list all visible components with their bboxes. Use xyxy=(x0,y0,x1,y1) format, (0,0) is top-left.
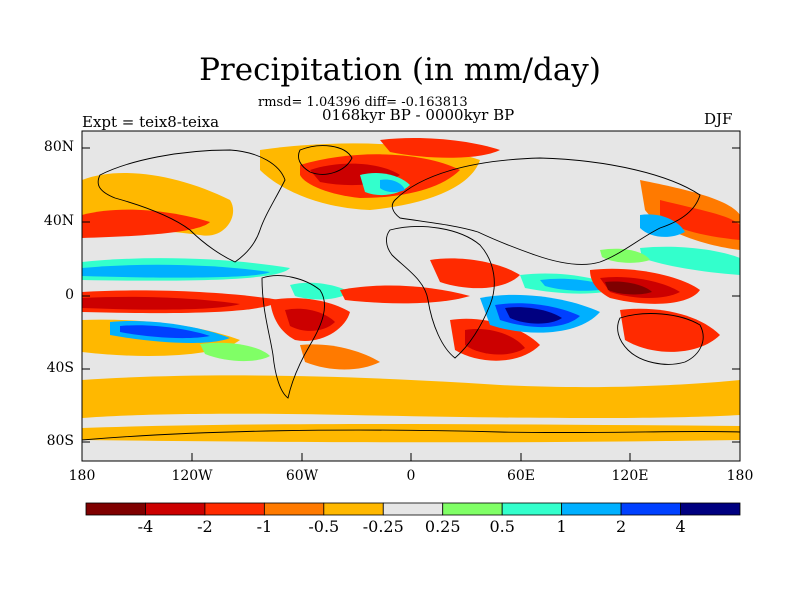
colorbar-label: -1 xyxy=(256,517,273,536)
atl-eq-red xyxy=(340,285,470,304)
australia-outline xyxy=(617,313,704,365)
precipitation-anomaly-field xyxy=(82,138,740,443)
lat-label-40s: 40S xyxy=(46,360,74,376)
season-label: DJF xyxy=(704,110,733,128)
africa-outline xyxy=(386,226,495,359)
lon-label-60e: 60E xyxy=(506,468,536,484)
eurasia-outline xyxy=(391,157,701,265)
lon-label-0: 0 xyxy=(406,468,416,484)
colorbar-swatch xyxy=(561,502,622,516)
amazon-cyan xyxy=(290,282,350,300)
wpac-green xyxy=(600,248,650,263)
colorbar-swatch xyxy=(382,502,444,516)
africa-red xyxy=(430,258,520,289)
colorbar xyxy=(85,502,741,516)
lat-label-40n: 40N xyxy=(43,213,74,229)
southern-ocean-orange2 xyxy=(82,424,740,443)
spac-green xyxy=(200,342,270,362)
colorbar-swatch xyxy=(620,502,681,516)
satl-orange xyxy=(300,344,380,370)
north-america-outline xyxy=(97,149,286,263)
lon-label-180w: 180 xyxy=(68,468,96,484)
trop-band-blue xyxy=(82,264,270,278)
experiment-label: Expt = teix8-teixa xyxy=(82,113,220,131)
wpac-cyan xyxy=(640,246,740,275)
southern-ocean-orange xyxy=(82,375,740,419)
colorbar-label: 4 xyxy=(675,517,686,536)
lon-label-180e: 180 xyxy=(726,468,754,484)
colorbar-swatch xyxy=(204,502,265,516)
colorbar-swatch xyxy=(501,502,563,516)
colorbar-label: 2 xyxy=(615,517,627,536)
colorbar-label: -0.25 xyxy=(362,517,404,536)
map-title: Precipitation (in mm/day) xyxy=(199,52,601,88)
colorbar-label: 0.25 xyxy=(424,517,461,536)
south-america-outline xyxy=(261,275,325,399)
australia-red xyxy=(620,308,720,352)
lat-ticks xyxy=(82,147,740,443)
greenland-outline xyxy=(298,145,353,175)
lon-ticks xyxy=(81,453,741,461)
colorbar-swatch xyxy=(680,502,741,516)
lat-label-80s: 80S xyxy=(46,433,74,449)
colorbar-swatch xyxy=(85,502,146,516)
antarctica-outline xyxy=(82,429,740,441)
colorbar-label: -0.5 xyxy=(308,517,340,536)
colorbar-label: -4 xyxy=(137,517,154,536)
lat-label-80n: 80N xyxy=(43,139,74,155)
colorbar-swatch xyxy=(145,502,206,516)
lon-label-120e: 120E xyxy=(611,468,649,484)
colorbar-swatch xyxy=(442,502,503,516)
coastlines xyxy=(82,145,740,441)
colorbar-label: 0.5 xyxy=(489,517,515,536)
colorbar-swatch xyxy=(323,502,384,516)
arctic-orange xyxy=(380,138,500,158)
east-asia-blue xyxy=(640,214,685,237)
colorbar-label: -2 xyxy=(197,517,213,536)
lat-label-0: 0 xyxy=(65,287,74,303)
lon-label-120w: 120W xyxy=(171,468,213,484)
npac-red xyxy=(82,209,210,238)
colorbar-swatch xyxy=(263,502,325,516)
period-label: 0168kyr BP - 0000kyr BP xyxy=(322,106,515,124)
lon-label-60w: 60W xyxy=(285,468,319,484)
stats-line: rmsd= 1.04396 diff= -0.163813 xyxy=(258,95,468,110)
colorbar-label: 1 xyxy=(556,517,567,536)
